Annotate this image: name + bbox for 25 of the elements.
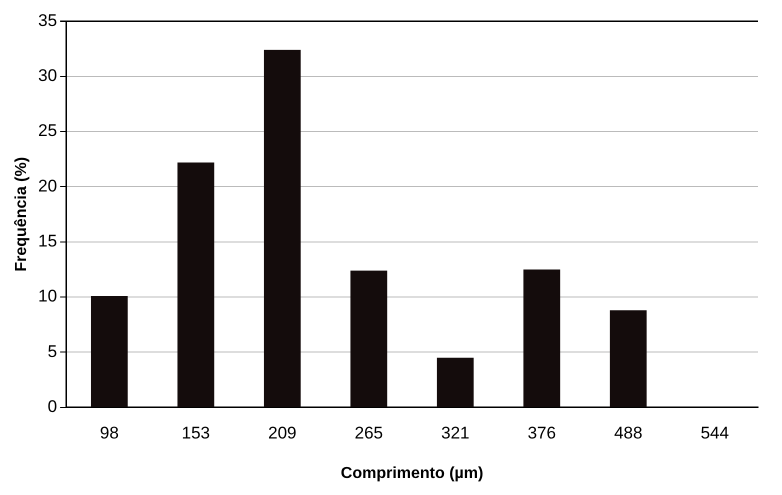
y-tick-label: 25: [38, 121, 58, 140]
y-tick-label: 15: [38, 232, 58, 251]
x-tick-label: 488: [614, 423, 642, 442]
y-tick-label: 5: [48, 342, 58, 361]
bar: [610, 310, 647, 407]
y-tick-label: 30: [38, 66, 58, 86]
x-tick-label: 321: [441, 423, 470, 442]
y-tick-label: 35: [38, 10, 58, 30]
x-axis-title: Comprimento (µm): [340, 464, 484, 482]
x-tick-label: 265: [354, 423, 383, 442]
x-tick-label: 376: [528, 423, 556, 442]
bar: [264, 50, 301, 407]
x-tick-label: 544: [700, 423, 729, 442]
bar: [90, 296, 128, 407]
x-tick-label: 209: [268, 423, 297, 442]
y-tick-label: 0: [48, 397, 58, 416]
bar: [436, 358, 474, 407]
x-tick-label: 153: [182, 423, 210, 442]
x-tick-label: 98: [100, 423, 119, 442]
y-tick-label: 20: [38, 176, 58, 196]
bar: [523, 269, 560, 407]
y-tick-label: 10: [38, 286, 58, 306]
y-axis-title: Frequência (%): [13, 156, 30, 272]
bar: [350, 270, 388, 407]
bar: [177, 162, 214, 407]
